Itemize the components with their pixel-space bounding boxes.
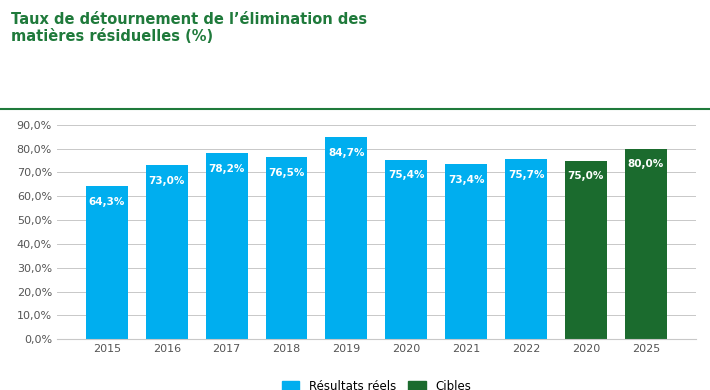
Bar	[325, 137, 367, 339]
Bar	[86, 186, 128, 339]
Text: 76,5%: 76,5%	[268, 168, 305, 178]
Text: 84,7%: 84,7%	[328, 148, 365, 158]
Legend: Résultats réels, Cibles: Résultats réels, Cibles	[277, 375, 476, 390]
Text: 75,0%: 75,0%	[568, 171, 604, 181]
Bar	[445, 164, 487, 339]
Text: 78,2%: 78,2%	[209, 164, 245, 174]
Bar	[146, 165, 187, 339]
Bar	[565, 161, 607, 339]
Bar	[266, 157, 307, 339]
Bar	[625, 149, 667, 339]
Text: 75,7%: 75,7%	[508, 170, 545, 180]
Text: Taux de détournement de l’élimination des
matières résiduelles (%): Taux de détournement de l’élimination de…	[11, 12, 367, 44]
Bar	[206, 153, 248, 339]
Bar	[386, 160, 427, 339]
Text: 80,0%: 80,0%	[628, 160, 664, 169]
Text: 75,4%: 75,4%	[388, 170, 425, 180]
Text: 73,4%: 73,4%	[448, 175, 484, 185]
Bar	[505, 159, 547, 339]
Text: 73,0%: 73,0%	[148, 176, 185, 186]
Text: 64,3%: 64,3%	[89, 197, 125, 207]
